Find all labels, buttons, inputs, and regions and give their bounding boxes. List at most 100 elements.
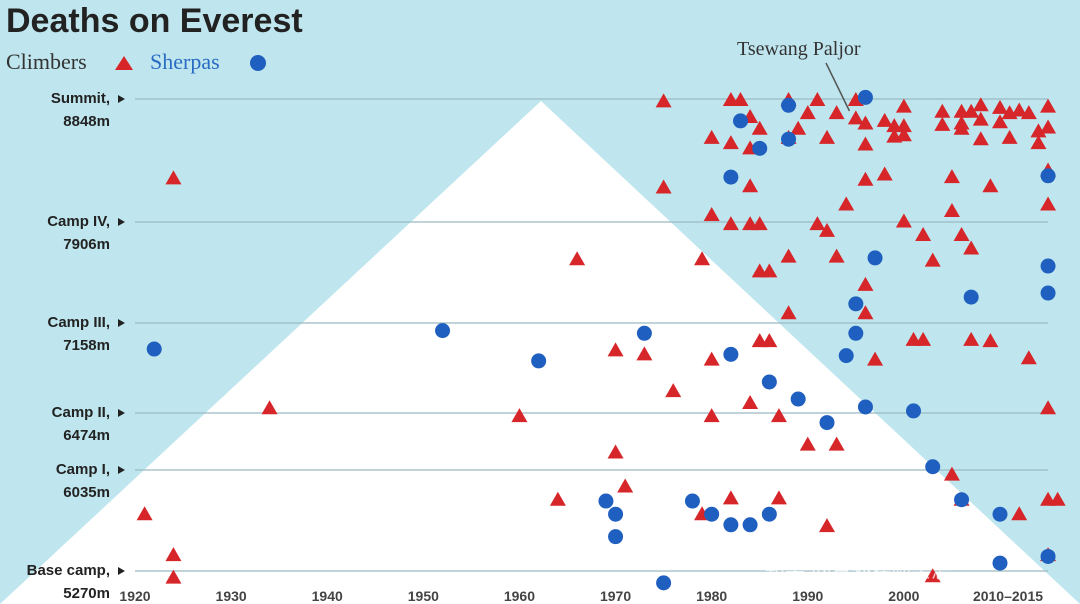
sherpa-death-marker	[608, 529, 624, 545]
year-tick-label: 1930	[216, 588, 247, 604]
climber-death-marker	[819, 518, 835, 533]
climber-death-marker	[1040, 400, 1057, 415]
sherpa-death-marker	[656, 575, 672, 591]
sherpa-death-marker	[819, 415, 835, 431]
camp-name-label: Camp III,	[47, 314, 110, 331]
climber-death-marker	[1049, 491, 1066, 506]
sherpa-death-marker	[752, 140, 768, 156]
climber-death-marker	[982, 178, 999, 193]
camp-altitude-label: 6474m	[63, 427, 110, 444]
chart-title: Deaths on Everest	[6, 2, 303, 40]
camp-name-label: Camp II,	[52, 404, 110, 421]
climber-death-marker	[165, 569, 182, 584]
climber-death-marker	[963, 240, 980, 255]
sherpa-death-marker	[636, 325, 652, 341]
annotation-label: Tsewang Paljor	[737, 38, 861, 60]
climber-death-marker	[1011, 102, 1028, 117]
sherpa-death-marker	[992, 506, 1008, 522]
camp-altitude-label: 7906m	[63, 236, 110, 253]
climber-death-marker	[819, 129, 835, 144]
death-markers	[136, 89, 1066, 591]
climber-death-marker	[780, 305, 797, 320]
climber-death-marker	[722, 490, 739, 505]
altitude-labels: Summit, 8848m Camp IV, 7906m Camp III, 7158m C…	[27, 90, 125, 602]
climber-death-marker	[867, 351, 884, 366]
sherpa-death-marker	[857, 399, 873, 415]
camp-arrow-icon	[118, 319, 125, 327]
camp-arrow-icon	[118, 567, 125, 575]
climber-death-marker	[703, 206, 720, 221]
climber-death-marker	[953, 120, 970, 135]
climber-death-marker	[1020, 105, 1037, 120]
climber-death-marker	[722, 216, 739, 231]
sherpa-death-marker	[531, 353, 547, 369]
sherpa-death-marker	[733, 113, 748, 129]
sherpa-death-marker	[857, 89, 873, 105]
climber-death-marker	[915, 226, 932, 241]
climber-death-marker	[780, 248, 797, 263]
camp-altitude-label: 6035m	[63, 484, 110, 501]
sherpa-death-marker	[704, 506, 720, 522]
sherpa-death-marker	[963, 289, 979, 305]
climber-death-marker	[895, 127, 912, 142]
climber-death-marker	[895, 98, 912, 113]
climber-death-marker	[751, 120, 768, 135]
climber-death-marker	[847, 92, 864, 107]
year-tick-label: 1920	[119, 588, 150, 604]
sherpa-death-marker	[723, 346, 739, 362]
annotation-leader-line	[825, 62, 851, 112]
camp-arrow-icon	[118, 95, 125, 103]
climber-death-marker	[770, 408, 787, 423]
altitude-gridlines	[135, 98, 1048, 572]
climber-death-marker	[809, 216, 826, 231]
climber-death-marker	[972, 97, 989, 112]
camp-name-label: Camp IV,	[47, 213, 110, 230]
sherpa-death-marker	[848, 296, 864, 312]
sherpa-death-marker	[992, 555, 1008, 571]
climber-death-marker	[655, 179, 672, 194]
climber-death-marker	[943, 203, 960, 218]
year-axis: 1920 1930 1940 1950 1960 1970 1980 1990 2000 2010…	[119, 588, 1043, 604]
climber-death-marker	[1030, 135, 1047, 150]
legend-climbers-triangle-icon	[115, 56, 133, 70]
climber-death-marker	[569, 251, 586, 266]
camp-name-label: Camp I,	[56, 461, 110, 478]
climber-death-marker	[703, 129, 720, 144]
climber-death-marker	[992, 114, 1008, 129]
climber-death-marker	[857, 136, 874, 151]
climber-death-marker	[703, 408, 720, 423]
climber-death-marker	[924, 568, 941, 583]
sherpa-death-marker	[1040, 168, 1056, 184]
sherpa-death-marker	[848, 325, 864, 341]
sherpa-death-marker	[608, 506, 624, 522]
climber-death-marker	[809, 92, 826, 107]
climber-death-marker	[165, 547, 182, 562]
climber-death-marker	[511, 408, 528, 423]
climber-death-marker	[972, 131, 989, 146]
legend-climbers-label: Climbers	[6, 49, 87, 74]
climber-death-marker	[751, 216, 768, 231]
climber-death-marker	[261, 400, 278, 415]
climber-death-marker	[607, 444, 624, 459]
legend-sherpas-circle-icon	[250, 55, 266, 71]
camp-name-label: Summit,	[51, 90, 110, 107]
climber-death-marker	[742, 395, 759, 409]
climber-death-marker	[655, 93, 672, 108]
year-tick-label: 2010–2015	[973, 588, 1043, 604]
climber-death-marker	[895, 118, 912, 133]
climber-death-marker	[992, 99, 1008, 114]
sherpa-death-marker	[867, 250, 883, 266]
camp-arrow-icon	[118, 218, 125, 226]
camp-arrow-icon	[118, 466, 125, 474]
camp-altitude-label: 7158m	[63, 337, 110, 354]
climber-death-marker	[838, 196, 855, 211]
sherpa-death-marker	[925, 459, 941, 475]
year-tick-label: 1940	[312, 588, 343, 604]
climber-death-marker	[857, 115, 874, 130]
sherpa-death-marker	[761, 374, 777, 390]
climber-death-marker	[549, 491, 566, 506]
sherpa-death-marker	[742, 517, 758, 533]
camp-altitude-label: 5270m	[63, 585, 110, 602]
climber-death-marker	[732, 92, 749, 107]
climber-death-marker	[943, 169, 960, 184]
